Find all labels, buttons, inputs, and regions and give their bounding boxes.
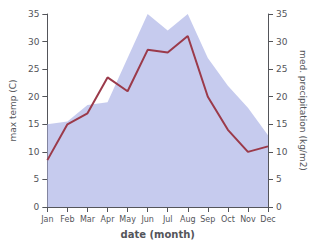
svg-text:35: 35 <box>28 9 39 19</box>
svg-text:25: 25 <box>276 64 287 74</box>
svg-text:date (month): date (month) <box>120 229 194 240</box>
svg-text:25: 25 <box>28 64 39 74</box>
svg-text:30: 30 <box>28 37 40 47</box>
svg-text:Jul: Jul <box>162 215 173 224</box>
svg-text:20: 20 <box>276 92 288 102</box>
svg-text:Oct: Oct <box>221 215 235 224</box>
svg-text:5: 5 <box>276 174 282 184</box>
svg-text:0: 0 <box>34 202 40 212</box>
svg-text:10: 10 <box>28 147 40 157</box>
svg-text:Jan: Jan <box>40 215 53 224</box>
svg-text:May: May <box>119 215 136 224</box>
svg-text:Apr: Apr <box>101 215 116 224</box>
svg-text:30: 30 <box>276 37 288 47</box>
svg-text:med. precipitation (kg/m2): med. precipitation (kg/m2) <box>298 50 308 171</box>
svg-text:20: 20 <box>28 92 40 102</box>
svg-text:0: 0 <box>276 202 282 212</box>
svg-text:Feb: Feb <box>60 215 74 224</box>
svg-text:Nov: Nov <box>240 215 256 224</box>
svg-text:max temp (C): max temp (C) <box>8 79 18 141</box>
svg-text:Dec: Dec <box>260 215 275 224</box>
svg-text:15: 15 <box>276 119 287 129</box>
svg-text:35: 35 <box>276 9 287 19</box>
svg-text:Jun: Jun <box>140 215 154 224</box>
svg-text:Sep: Sep <box>200 215 215 224</box>
svg-text:15: 15 <box>28 119 39 129</box>
svg-text:10: 10 <box>276 147 288 157</box>
svg-text:5: 5 <box>34 174 40 184</box>
svg-text:Mar: Mar <box>80 215 96 224</box>
svg-text:Aug: Aug <box>180 215 196 224</box>
